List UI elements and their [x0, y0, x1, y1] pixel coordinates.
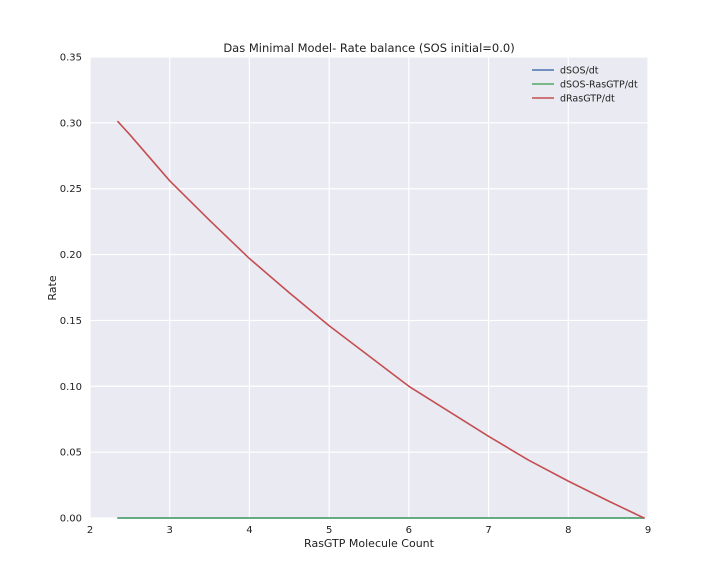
legend: dSOS/dt dSOS-RasGTP/dt dRasGTP/dt [532, 66, 638, 105]
y-tick-label: 0.15 [60, 316, 82, 327]
y-tick-label: 0.00 [60, 514, 82, 525]
legend-label: dSOS-RasGTP/dt [560, 80, 638, 91]
x-tick-label: 2 [87, 525, 93, 536]
x-axis-ticks: 2 3 4 5 6 7 8 9 [87, 525, 651, 536]
x-tick-label: 8 [565, 525, 571, 536]
y-tick-label: 0.05 [60, 448, 82, 459]
x-tick-label: 4 [246, 525, 252, 536]
y-tick-label: 0.10 [60, 382, 82, 393]
x-tick-label: 7 [485, 525, 491, 536]
y-tick-label: 0.20 [60, 250, 82, 261]
series-line-2 [117, 120, 645, 519]
legend-label: dRasGTP/dt [560, 94, 615, 105]
chart-title: Das Minimal Model- Rate balance (SOS ini… [223, 41, 514, 55]
y-tick-label: 0.30 [60, 118, 82, 129]
y-axis-ticks: 0.00 0.05 0.10 0.15 0.20 0.25 0.30 0.35 [60, 53, 82, 525]
y-tick-label: 0.35 [60, 53, 82, 64]
y-axis-label: Rate [46, 275, 59, 300]
x-axis-label: RasGTP Molecule Count [304, 537, 435, 550]
grid [89, 56, 649, 519]
series-layer [117, 120, 645, 519]
x-tick-label: 3 [167, 525, 173, 536]
legend-label: dSOS/dt [560, 66, 599, 77]
x-tick-label: 6 [406, 525, 412, 536]
x-tick-label: 9 [645, 525, 651, 536]
y-tick-label: 0.25 [60, 184, 82, 195]
x-tick-label: 5 [326, 525, 332, 536]
plot-area [90, 57, 648, 518]
